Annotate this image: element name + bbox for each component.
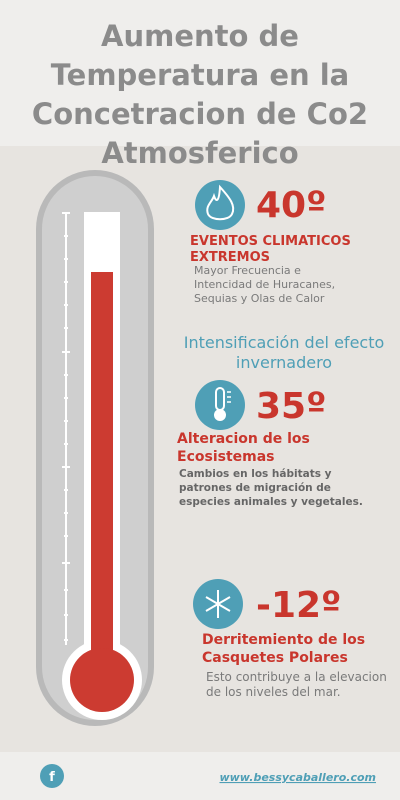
icon-snowflake — [193, 579, 243, 629]
facebook-letter[interactable]: f — [49, 770, 55, 785]
header-band — [0, 0, 400, 146]
footer-band — [0, 752, 400, 800]
title-line: Concetracion de Co2 — [32, 97, 368, 131]
heading: EVENTOS CLIMATICOS — [190, 234, 351, 249]
description: patrones de migración de — [179, 482, 331, 494]
thermometer — [36, 170, 154, 726]
heading: Casquetes Polares — [202, 650, 348, 666]
icon-fire — [195, 180, 245, 230]
description: Sequias y Olas de Calor — [194, 292, 325, 305]
value: 40º — [256, 185, 326, 226]
value: -12º — [256, 585, 341, 626]
heading: Derritemiento de los — [202, 632, 365, 648]
heading: EXTREMOS — [190, 250, 270, 265]
description: Intencidad de Huracanes, — [194, 278, 335, 291]
middle-text: Intensificación del efecto — [184, 333, 385, 352]
description: de los niveles del mar. — [206, 685, 341, 699]
title-line: Temperatura en la — [51, 58, 350, 92]
value: 35º — [256, 386, 326, 427]
footer-link[interactable]: www.bessycaballero.com — [219, 771, 376, 784]
description: Cambios en los hábitats y — [179, 468, 332, 480]
heading: Ecosistemas — [177, 449, 275, 465]
heading: Alteracion de los — [177, 431, 310, 447]
description: Esto contribuye a la elevacion — [206, 670, 387, 684]
description: Mayor Frecuencia e — [194, 264, 301, 277]
middle-text: invernadero — [236, 353, 332, 372]
facebook-icon[interactable] — [40, 764, 64, 788]
description: especies animales y vegetales. — [179, 496, 363, 508]
title-line: Atmosferico — [101, 136, 298, 170]
icon-thermometer — [195, 380, 245, 430]
title-line: Aumento de — [101, 19, 299, 53]
title: Aumento de Temperatura en la Concetracio… — [32, 19, 368, 170]
